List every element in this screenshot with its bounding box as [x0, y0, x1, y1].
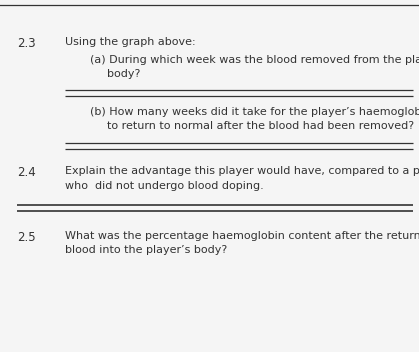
Text: to return to normal after the blood had been removed?: to return to normal after the blood had … — [107, 121, 414, 131]
Text: (b) How many weeks did it take for the player’s haemoglobin level: (b) How many weeks did it take for the p… — [90, 107, 419, 117]
Text: Explain the advantage this player would have, compared to a player: Explain the advantage this player would … — [65, 166, 419, 176]
Text: 2.4: 2.4 — [17, 166, 36, 180]
Text: who  did not undergo blood doping.: who did not undergo blood doping. — [65, 181, 264, 191]
Text: (a) During which week was the blood removed from the player’s: (a) During which week was the blood remo… — [90, 55, 419, 64]
Text: What was the percentage haemoglobin content after the return of the: What was the percentage haemoglobin cont… — [65, 231, 419, 240]
Text: Using the graph above:: Using the graph above: — [65, 37, 196, 47]
Text: 2.3: 2.3 — [17, 37, 35, 50]
Text: body?: body? — [107, 69, 140, 78]
Text: blood into the player’s body?: blood into the player’s body? — [65, 245, 227, 255]
Text: 2.5: 2.5 — [17, 231, 35, 244]
